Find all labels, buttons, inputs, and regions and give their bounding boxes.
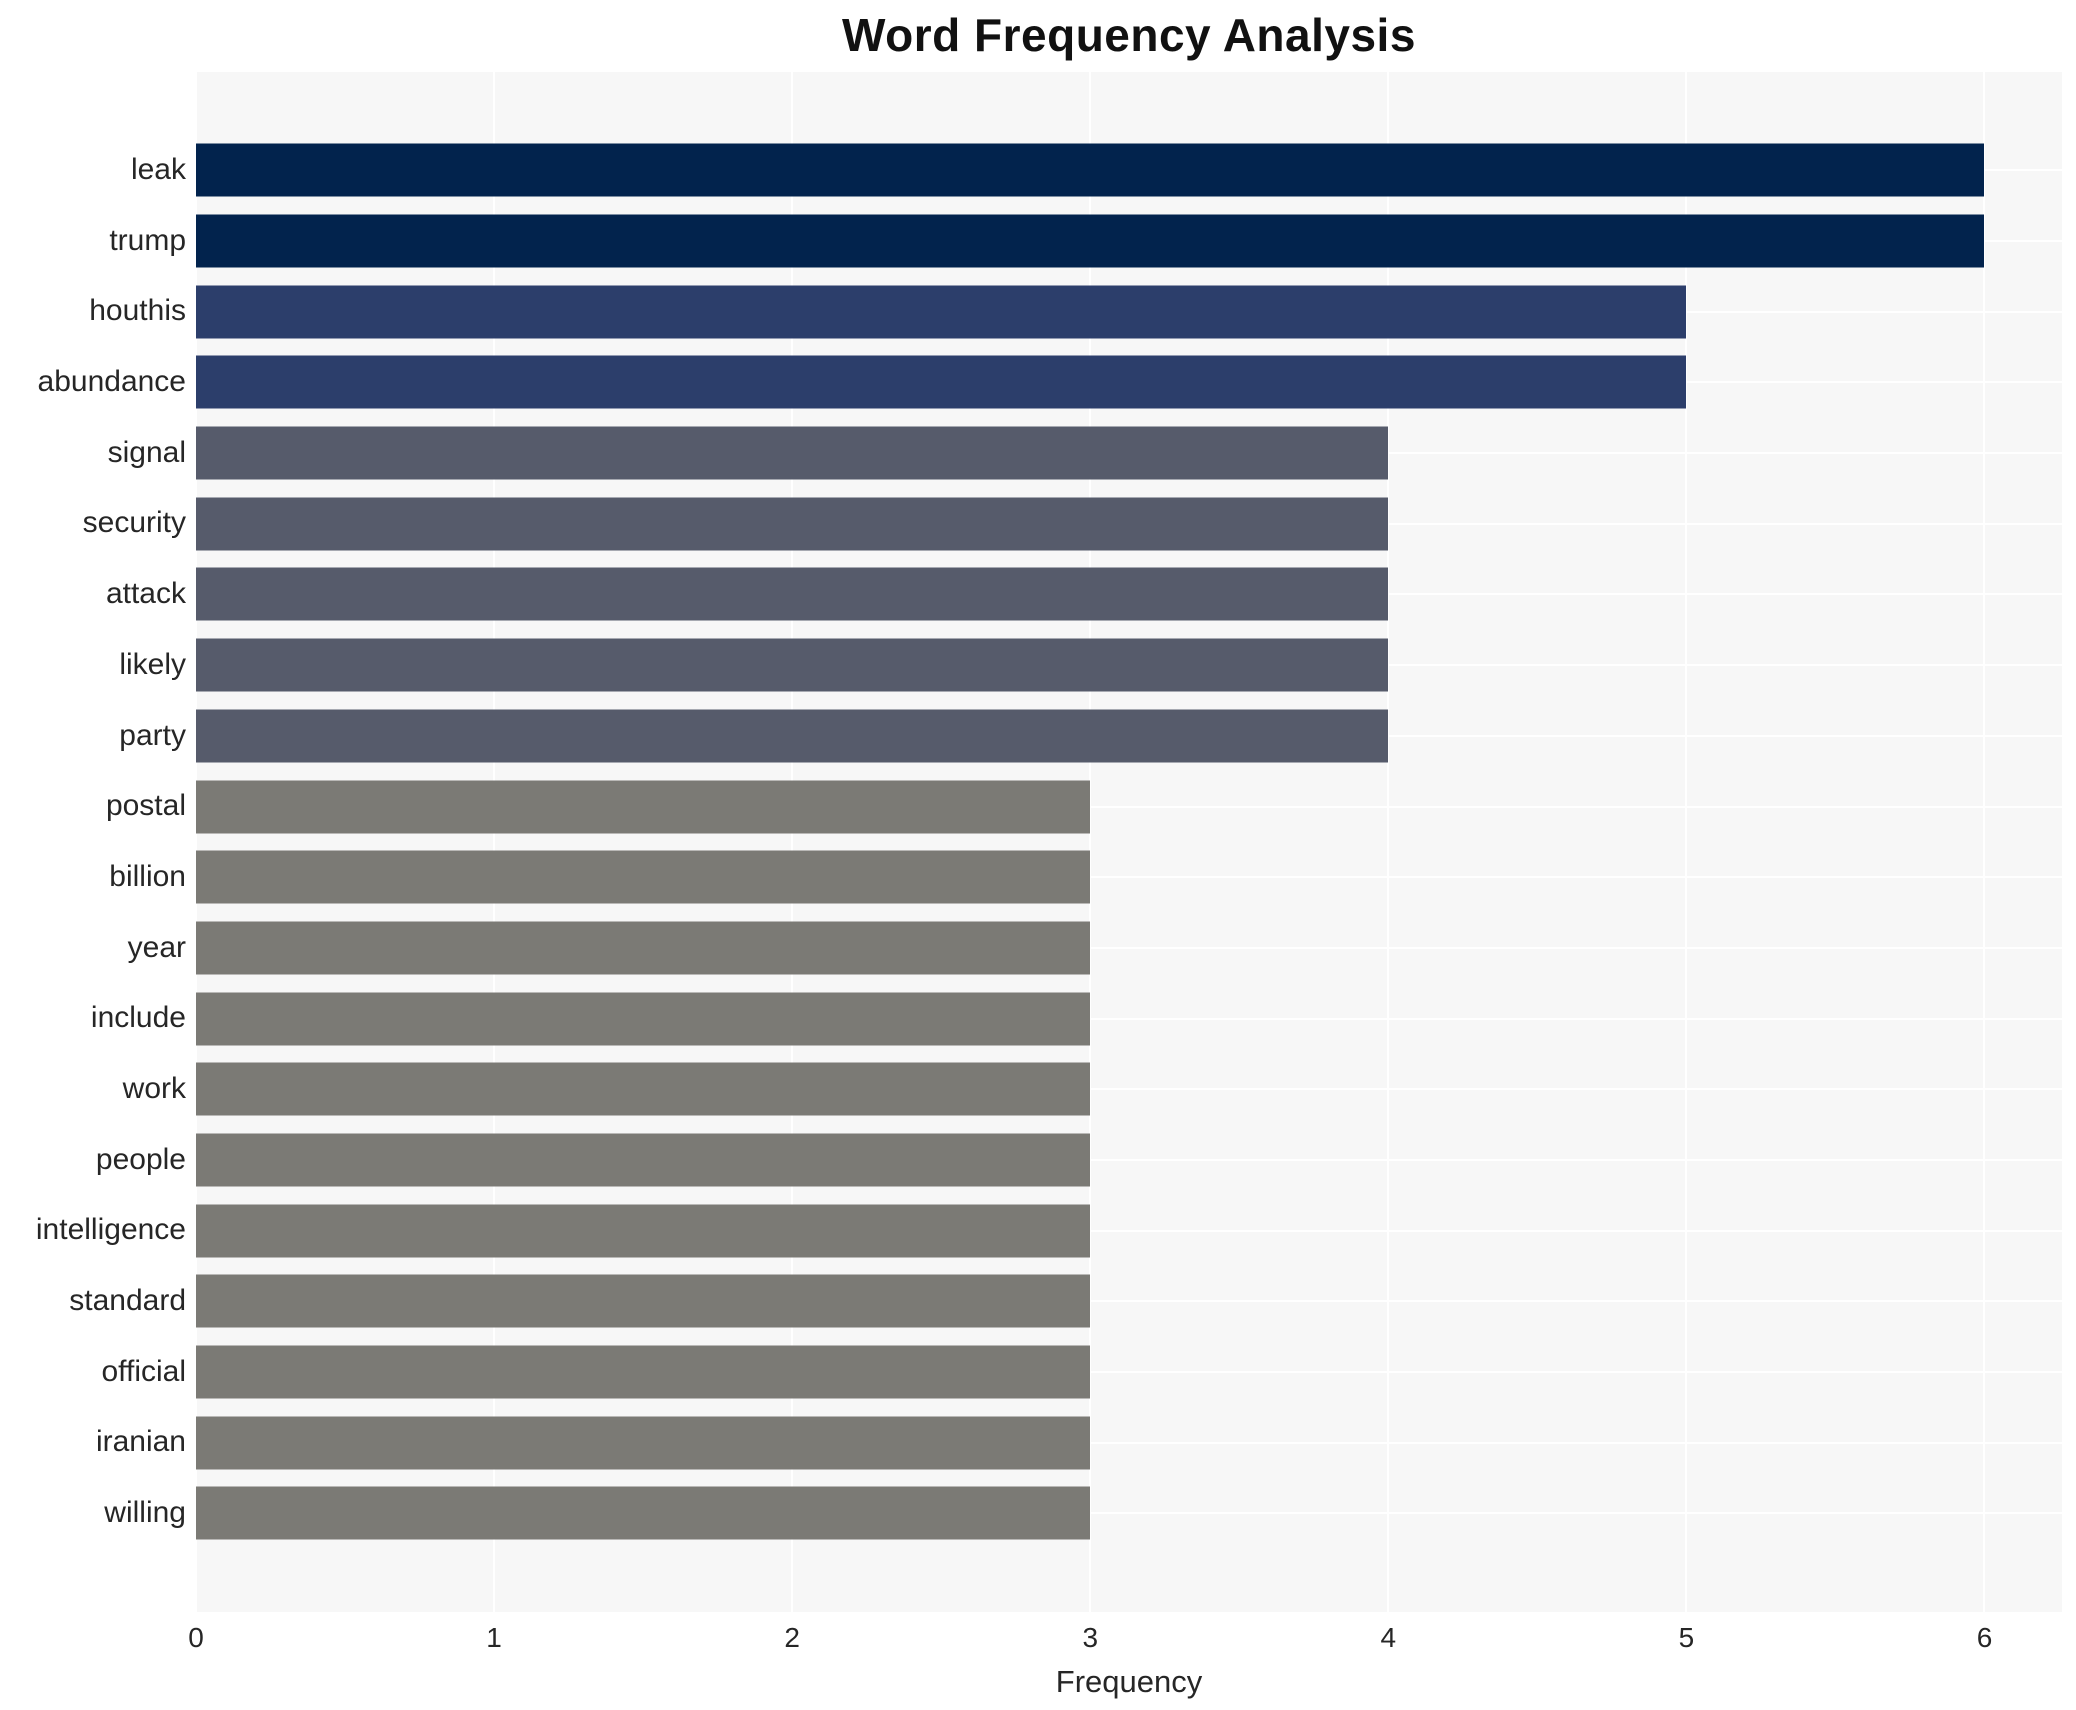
grid-line-horizontal (196, 1088, 2062, 1091)
grid-line-horizontal (196, 1017, 2062, 1020)
grid-line-horizontal (196, 1371, 2062, 1374)
frequency-bar (196, 1274, 1091, 1328)
grid-line-vertical (1685, 72, 1688, 1612)
frequency-bar (196, 921, 1091, 975)
frequency-bar (196, 780, 1091, 834)
frequency-bar (196, 1062, 1091, 1116)
plot-area (195, 72, 2062, 1612)
bar-row (196, 842, 2062, 913)
bar-row (196, 983, 2062, 1054)
category-label: trump (109, 223, 186, 257)
grid-line-vertical (791, 72, 794, 1612)
frequency-bar (196, 1133, 1091, 1187)
x-tick-label: 2 (784, 1622, 800, 1653)
frequency-bar (196, 992, 1091, 1046)
category-label: billion (109, 859, 186, 893)
frequency-bar (196, 709, 1389, 763)
bar-row (196, 418, 2062, 489)
x-axis: 0 1 2 3 4 5 6 (188, 1622, 2062, 1662)
grid-line-horizontal (196, 805, 2062, 808)
bar-row (196, 1125, 2062, 1196)
bar-row (196, 135, 2062, 206)
frequency-bar (196, 355, 1687, 409)
grid-line-horizontal (196, 1229, 2062, 1232)
grid-line-horizontal (196, 1441, 2062, 1444)
category-label: iranian (95, 1425, 186, 1459)
bar-row (196, 771, 2062, 842)
bar-row (196, 1195, 2062, 1266)
category-label: likely (119, 647, 186, 681)
frequency-bar (196, 1345, 1091, 1399)
bar-row (196, 488, 2062, 559)
grid-line-horizontal (196, 1300, 2062, 1303)
x-axis-label: Frequency (1055, 1664, 1203, 1699)
bar-row (196, 1266, 2062, 1337)
frequency-bar (196, 1486, 1091, 1540)
bar-row (196, 1478, 2062, 1549)
bar-row (196, 206, 2062, 277)
bar-row (196, 559, 2062, 630)
category-label: security (82, 506, 186, 540)
bar-row (196, 913, 2062, 984)
bar-row (196, 701, 2062, 772)
frequency-bar (196, 214, 1985, 268)
category-label: include (90, 1001, 186, 1035)
category-label: attack (105, 577, 186, 611)
x-tick-label: 4 (1380, 1622, 1397, 1653)
x-tick-label: 6 (1976, 1622, 1993, 1653)
x-tick-label: 5 (1678, 1622, 1695, 1653)
x-tick-label: 3 (1082, 1622, 1099, 1653)
frequency-bar (196, 638, 1389, 692)
category-label: official (101, 1354, 187, 1388)
category-label: party (119, 718, 186, 752)
category-label: people (95, 1142, 186, 1176)
x-tick-label: 1 (486, 1622, 502, 1653)
category-label: work (122, 1071, 186, 1105)
frequency-bar (196, 143, 1985, 197)
frequency-bar (196, 1204, 1091, 1258)
frequency-bar (196, 1416, 1091, 1470)
category-label: signal (107, 435, 186, 469)
grid-line-horizontal (196, 946, 2062, 949)
y-axis-category-labels: leak trump houthis abundance signal security a… (0, 135, 186, 1549)
frequency-bar (196, 426, 1389, 480)
grid-line-horizontal (196, 876, 2062, 879)
grid-line-vertical (1089, 72, 1092, 1612)
category-label: postal (105, 789, 186, 823)
bar-row (196, 630, 2062, 701)
category-label: leak (130, 153, 186, 186)
grid-line-horizontal (196, 1158, 2062, 1161)
bar-row (196, 347, 2062, 418)
category-label: abundance (37, 365, 186, 399)
chart-title: Word Frequency Analysis (842, 9, 1416, 61)
grid-line-horizontal (196, 1512, 2062, 1515)
frequency-bar (196, 497, 1389, 551)
frequency-bar (196, 850, 1091, 904)
x-tick-label: 0 (188, 1622, 204, 1653)
grid-line-vertical (195, 72, 197, 1612)
category-label: willing (104, 1496, 186, 1530)
bar-row (196, 1337, 2062, 1408)
bar-row (196, 276, 2062, 347)
category-label: standard (69, 1284, 186, 1317)
category-label: houthis (89, 294, 186, 328)
frequency-bar (196, 285, 1687, 339)
category-label: intelligence (35, 1213, 186, 1247)
bar-rows (196, 135, 2062, 1549)
bar-row (196, 1054, 2062, 1125)
bar-row (196, 1407, 2062, 1478)
frequency-bar (196, 567, 1389, 621)
category-label: year (127, 930, 186, 964)
grid-line-vertical (1387, 72, 1390, 1612)
grid-line-vertical (1983, 72, 1986, 1612)
grid-line-vertical (493, 72, 496, 1612)
